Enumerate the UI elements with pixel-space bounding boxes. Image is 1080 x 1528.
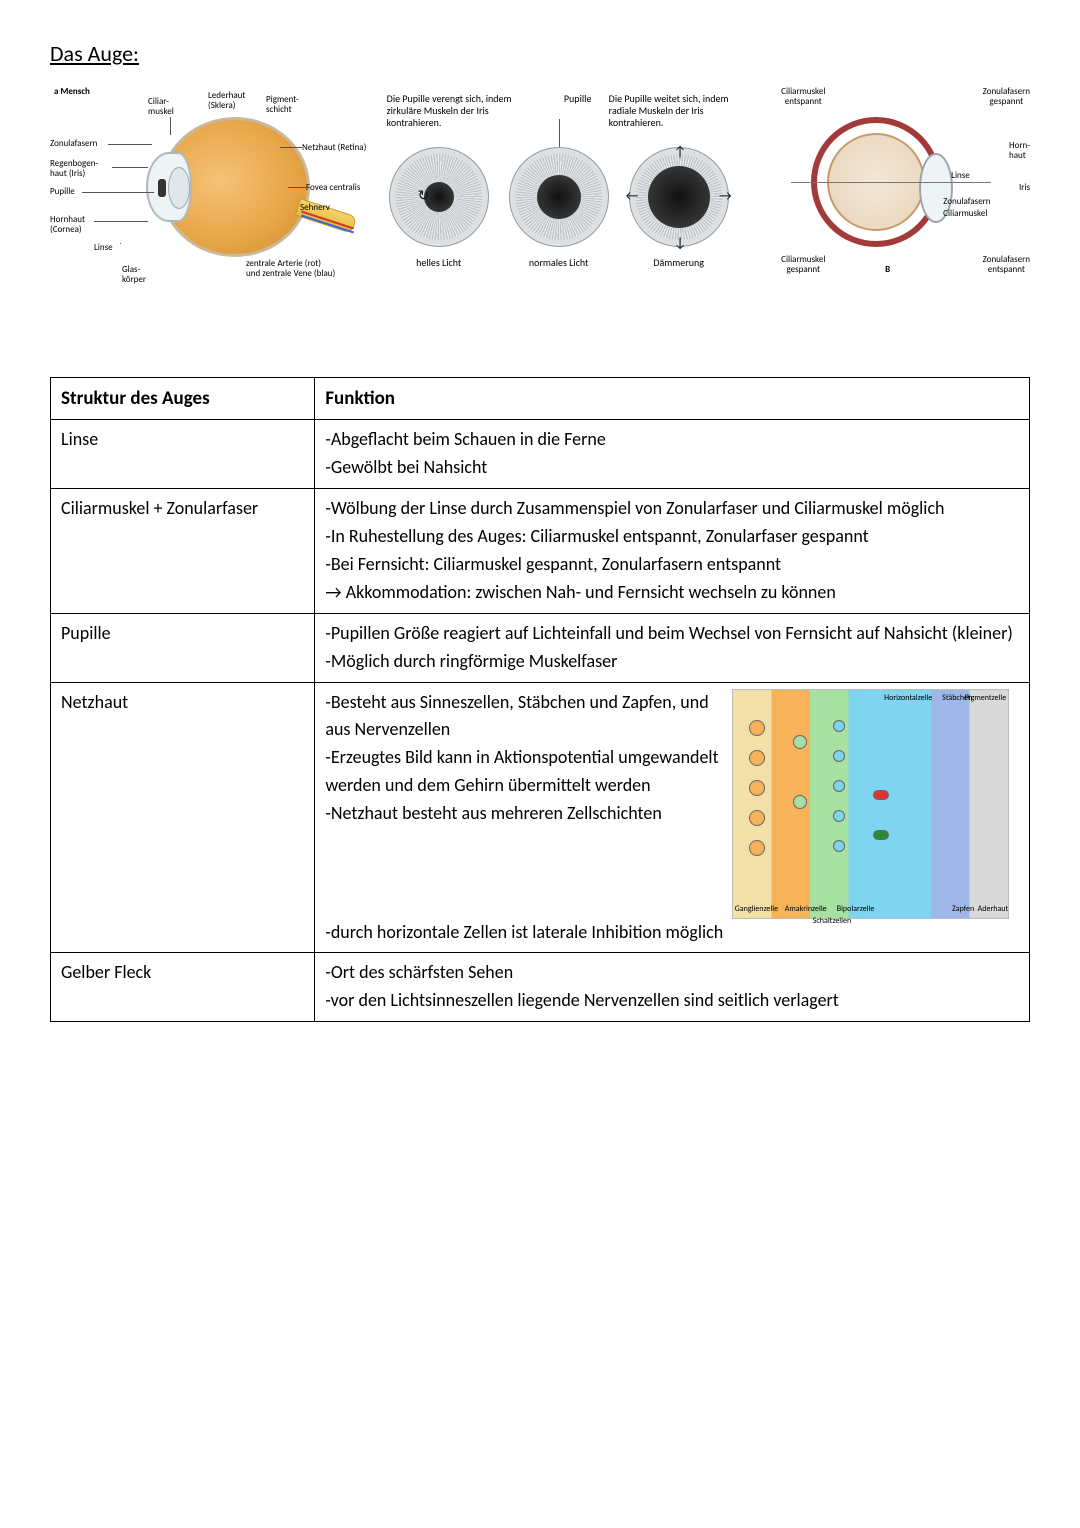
cell-structure: Ciliarmuskel + Zonularfaser [51, 489, 315, 614]
label-ciliarmuskel: Ciliar- muskel [148, 97, 174, 117]
d3-corner-b: B [885, 265, 890, 275]
fig-top-pigmentzelle: Pigmentzelle [965, 692, 1007, 704]
th-function: Funktion [315, 378, 1030, 420]
cell-structure: Linse [51, 420, 315, 489]
fig-top-horizontalzelle: Horizontalzelle [884, 692, 932, 704]
eye-pupil-shape [158, 179, 166, 197]
label-netzhaut: Netzhaut (Retina) [302, 143, 366, 153]
d3-midline [791, 182, 991, 183]
fig-bot-ganglienzelle: Ganglienzelle [735, 903, 778, 915]
label-pigmentschicht: Pigment- schicht [266, 95, 299, 115]
pupil-center-dim [648, 166, 710, 228]
fig-bot-aderhaut: Aderhaut [978, 903, 1009, 915]
label-linse: Linse [94, 243, 113, 253]
label-regenbogenhaut: Regenbogen- haut (Iris) [50, 159, 98, 179]
caption-bright: helles Licht [389, 257, 489, 268]
th-structure: Struktur des Auges [51, 378, 315, 420]
cell-function: -Abgeflacht beim Schauen in die Ferne -G… [315, 420, 1030, 489]
pupil-ring-bright: ↻ [389, 147, 489, 247]
fig-bot-bipolarzelle: Bipolarzelle [837, 903, 875, 915]
fig-bot-zapfen: Zapfen [952, 903, 974, 915]
caption-normal: normales Licht [509, 257, 609, 268]
d3-hornhaut: Horn- haut [1009, 141, 1030, 161]
diagram-eye-cross-section: a Mensch Ciliar- muskel Lederhaut (Skler… [50, 87, 369, 297]
d3-ciliarmuskel: Ciliarmuskel [943, 209, 987, 219]
d3-top-right: Zonulafasern gespannt [983, 87, 1030, 107]
d3-iris: Iris [1019, 183, 1030, 193]
d3-zonula: Zonulafasern [943, 197, 990, 207]
label-lederhaut: Lederhaut (Sklera) [208, 91, 245, 111]
netzhaut-text: -Besteht aus Sinneszellen, Stäbchen und … [325, 689, 727, 828]
table-header-row: Struktur des Auges Funktion [51, 378, 1030, 420]
cell-function: -Ort des schärfsten Sehen -vor den Licht… [315, 953, 1030, 1022]
cell-structure: Pupille [51, 613, 315, 682]
label-sehnerv: Sehnerv [300, 203, 330, 213]
d3-linse: Linse [951, 171, 970, 181]
table-row: Pupille -Pupillen Größe reagiert auf Lic… [51, 613, 1030, 682]
d3-bottom-left: Ciliarmuskel gespannt [781, 255, 825, 275]
table-row: Netzhaut -Besteht aus Sinneszellen, Stäb… [51, 682, 1030, 953]
label-hornhaut: Hornhaut (Cornea) [50, 215, 85, 235]
pupil-text-dilate: Die Pupille weitet sich, indem radiale M… [609, 93, 739, 129]
caption-dim: Dämmerung [629, 257, 729, 268]
table-row: Linse -Abgeflacht beim Schauen in die Fe… [51, 420, 1030, 489]
cell-structure: Netzhaut [51, 682, 315, 953]
label-glaskoerper: Glas- körper [122, 265, 146, 285]
table-row: Gelber Fleck -Ort des schärfsten Sehen -… [51, 953, 1030, 1022]
diagram-accommodation: Ciliarmuskel entspannt Zonulafasern gesp… [751, 87, 1030, 287]
label-fovea: Fovea centralis [306, 183, 360, 193]
eye-structure-table: Struktur des Auges Funktion Linse -Abgef… [50, 377, 1030, 1022]
pupil-text-mid: Pupille [553, 93, 603, 105]
page-title: Das Auge: [50, 40, 1030, 67]
diagram-row: a Mensch Ciliar- muskel Lederhaut (Skler… [50, 87, 1030, 297]
cell-function: -Pupillen Größe reagiert auf Lichteinfal… [315, 613, 1030, 682]
pupil-ring-normal [509, 147, 609, 247]
label-pupille: Pupille [50, 187, 75, 197]
d3-top-left: Ciliarmuskel entspannt [781, 87, 825, 107]
diagram-pupil-states: Die Pupille verengt sich, indem zirkulär… [381, 87, 740, 287]
fig-bot-amakrinzelle: Amakrinzelle [785, 903, 827, 915]
diagram1-header: a Mensch [54, 87, 90, 97]
pupil-ring-dim: ↑ ↓ ← → [629, 147, 729, 247]
cell-structure: Gelber Fleck [51, 953, 315, 1022]
retina-layer-figure: Horizontalzelle Stäbchen Pigmentzelle Ga… [732, 689, 1009, 919]
cell-function: -Wölbung der Linse durch Zusammenspiel v… [315, 489, 1030, 614]
netzhaut-full-line: -durch horizontale Zellen ist laterale I… [325, 919, 1019, 947]
eye-lens-shape [168, 167, 190, 209]
table-row: Ciliarmuskel + Zonularfaser -Wölbung der… [51, 489, 1030, 614]
pupil-text-constrict: Die Pupille verengt sich, indem zirkulär… [387, 93, 527, 129]
label-arterie-vene: zentrale Arterie (rot) und zentrale Vene… [246, 259, 335, 279]
cell-function-netzhaut: -Besteht aus Sinneszellen, Stäbchen und … [315, 682, 1030, 953]
pupil-center-normal [537, 175, 581, 219]
fig-sub-schaltzellen: Schaltzellen [813, 915, 851, 927]
d3-bottom-right: Zonulafasern entspannt [983, 255, 1030, 275]
label-zonulafasern: Zonulafasern [50, 139, 97, 149]
